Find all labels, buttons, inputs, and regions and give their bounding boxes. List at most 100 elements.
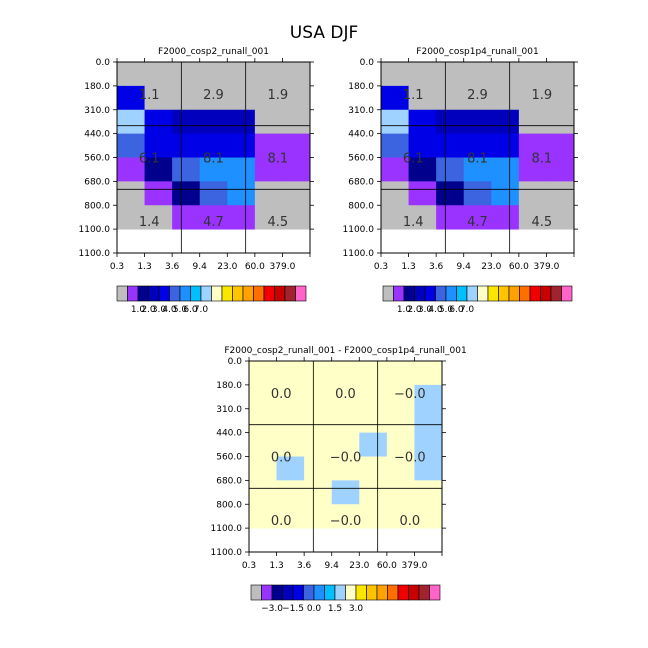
x-tick-label: 60.0 bbox=[245, 262, 265, 272]
colorbar-tick-label: 4.0 bbox=[428, 305, 443, 315]
heatmap-cell bbox=[408, 205, 437, 230]
heatmap-cell bbox=[359, 504, 388, 529]
x-tick-label: 1.3 bbox=[269, 561, 283, 571]
heatmap-cell bbox=[282, 133, 311, 158]
heatmap-cell bbox=[359, 480, 388, 505]
cell-annotation: 1.9 bbox=[531, 88, 552, 103]
y-tick-label: 310.0 bbox=[216, 405, 242, 415]
heatmap-cell bbox=[172, 109, 201, 135]
y-tick-label: 800.0 bbox=[216, 500, 242, 510]
colorbar-swatch bbox=[424, 285, 436, 302]
panel-title: F2000_cosp1p4_runall_001 bbox=[416, 47, 538, 57]
heatmap-cell bbox=[463, 133, 492, 158]
heatmap-cell bbox=[227, 205, 256, 230]
colorbar-swatch bbox=[418, 584, 430, 601]
colorbar-swatch bbox=[242, 285, 254, 302]
heatmap-cell bbox=[491, 62, 520, 87]
heatmap-cell bbox=[491, 133, 520, 158]
heatmap-cell bbox=[172, 205, 201, 230]
cell-annotation: 8.1 bbox=[467, 152, 488, 167]
heatmap-cell bbox=[381, 205, 409, 230]
heatmap-cell bbox=[414, 504, 443, 529]
cell-annotation: 6.1 bbox=[139, 152, 160, 167]
colorbar-swatch bbox=[466, 285, 478, 302]
x-tick-label: 379.0 bbox=[534, 262, 560, 272]
heatmap-cell bbox=[436, 62, 465, 87]
heatmap-cell bbox=[491, 205, 520, 230]
heatmap-cell bbox=[463, 181, 492, 206]
heatmap-cell bbox=[117, 133, 145, 158]
heatmap-cell bbox=[144, 205, 173, 230]
y-tick-label: 1100.0 bbox=[79, 249, 111, 259]
heatmap-cell bbox=[227, 157, 256, 182]
y-tick-label: 1100.0 bbox=[211, 548, 243, 558]
colorbar-swatch bbox=[148, 285, 160, 302]
colorbar-swatch bbox=[477, 285, 489, 302]
heatmap-cell bbox=[254, 109, 283, 135]
heatmap-cell bbox=[282, 85, 311, 111]
y-tick-label: 0.0 bbox=[96, 58, 111, 68]
heatmap-cell bbox=[117, 62, 145, 87]
x-tick-label: 379.0 bbox=[270, 262, 296, 272]
heatmap-cell bbox=[381, 133, 409, 158]
colorbar-swatch bbox=[261, 584, 273, 601]
y-tick-label: 180.0 bbox=[216, 381, 242, 391]
heatmap-cell bbox=[144, 62, 173, 87]
heatmap-cell bbox=[359, 361, 388, 386]
heatmap-cell bbox=[518, 62, 547, 87]
heatmap-cell bbox=[386, 408, 415, 434]
heatmap-cell bbox=[386, 432, 415, 457]
colorbar-swatch bbox=[295, 285, 307, 302]
colorbar-tick-label: −3.0 bbox=[261, 604, 283, 614]
y-tick-label: 1100.0 bbox=[79, 225, 111, 235]
heatmap-cell bbox=[381, 62, 409, 87]
colorbar-swatch bbox=[221, 285, 233, 302]
heatmap-cell bbox=[546, 181, 575, 206]
y-tick-label: 800.0 bbox=[348, 201, 374, 211]
cell-annotation: 8.1 bbox=[267, 152, 288, 167]
colorbar-swatch bbox=[282, 584, 294, 601]
heatmap-cell bbox=[249, 432, 277, 457]
heatmap-cell bbox=[463, 109, 492, 135]
heatmap-cell bbox=[254, 157, 283, 182]
heatmap-cell bbox=[304, 480, 333, 505]
heatmap-cell bbox=[546, 85, 575, 111]
heatmap-cell bbox=[172, 157, 201, 182]
colorbar-swatch bbox=[263, 285, 275, 302]
heatmap-cell bbox=[408, 133, 437, 158]
colorbar-swatch bbox=[250, 584, 262, 601]
heatmap-cell bbox=[304, 408, 333, 434]
x-tick-label: 9.4 bbox=[457, 262, 472, 272]
heatmap-cell bbox=[436, 85, 465, 111]
colorbar-swatch bbox=[271, 584, 283, 601]
colorbar-swatch bbox=[253, 285, 265, 302]
y-tick-label: 440.0 bbox=[348, 130, 374, 140]
heatmap-cell bbox=[491, 181, 520, 206]
cell-annotation: 1.1 bbox=[139, 88, 160, 103]
cell-annotation: 6.1 bbox=[403, 152, 424, 167]
cell-annotation: 8.1 bbox=[531, 152, 552, 167]
colorbar-tick-label: 3.0 bbox=[418, 305, 433, 315]
heatmap-panel-3: F2000_cosp2_runall_001 - F2000_cosp1p4_r… bbox=[211, 346, 467, 614]
cell-annotation: −0.0 bbox=[394, 387, 426, 402]
colorbar-swatch bbox=[179, 285, 191, 302]
heatmap-cell bbox=[436, 157, 465, 182]
heatmap-cell bbox=[304, 432, 333, 457]
colorbar-swatch bbox=[393, 285, 405, 302]
y-tick-label: 310.0 bbox=[84, 106, 110, 116]
x-tick-label: 3.6 bbox=[429, 262, 444, 272]
colorbar-swatch bbox=[284, 285, 296, 302]
heatmap-cell bbox=[408, 157, 437, 182]
y-tick-label: 310.0 bbox=[348, 106, 374, 116]
x-tick-label: 0.3 bbox=[242, 561, 256, 571]
heatmap-cell bbox=[386, 504, 415, 529]
heatmap-cell bbox=[408, 62, 437, 87]
colorbar: 1.02.03.04.05.06.07.0 bbox=[116, 285, 307, 315]
colorbar-tick-label: −1.5 bbox=[282, 604, 304, 614]
heatmap-cell bbox=[172, 181, 201, 206]
colorbar-tick-label: 3.0 bbox=[152, 305, 167, 315]
heatmap-cell bbox=[172, 62, 201, 87]
heatmap-cell bbox=[331, 456, 360, 481]
colorbar-swatch bbox=[540, 285, 552, 302]
heatmap-cell bbox=[227, 62, 256, 87]
